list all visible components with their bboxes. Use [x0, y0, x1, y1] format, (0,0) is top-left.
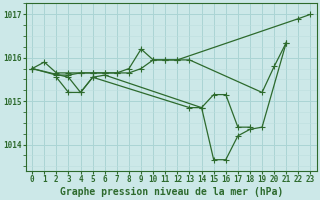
X-axis label: Graphe pression niveau de la mer (hPa): Graphe pression niveau de la mer (hPa) [60, 186, 283, 197]
